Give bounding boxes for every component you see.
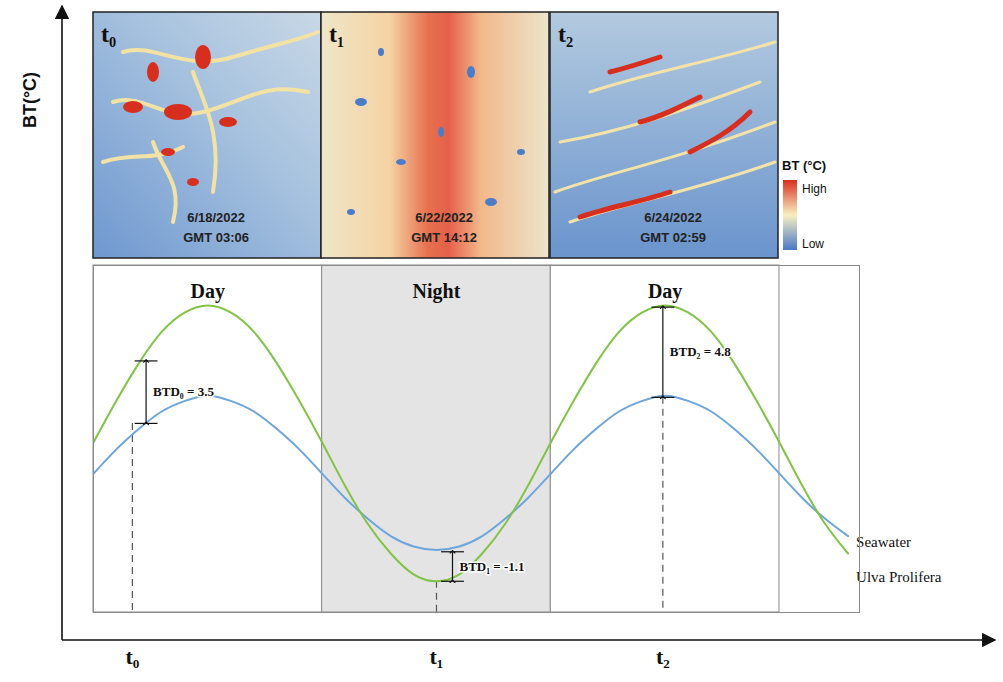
svg-text:Low: Low (802, 237, 824, 251)
svg-text:Seawater: Seawater (856, 534, 911, 550)
svg-text:t₂: t₂ (558, 21, 573, 47)
svg-text:BTD₂ = 4.8: BTD₂ = 4.8 (670, 344, 731, 359)
svg-text:t₀: t₀ (125, 644, 139, 669)
svg-text:BT (°C): BT (°C) (782, 158, 826, 173)
svg-text:GMT 02:59: GMT 02:59 (640, 230, 706, 245)
svg-text:6/22/2022: 6/22/2022 (415, 210, 473, 225)
svg-text:BTD₀ = 3.5: BTD₀ = 3.5 (153, 384, 214, 399)
svg-text:Night: Night (413, 280, 461, 303)
svg-text:t₀: t₀ (101, 21, 116, 47)
svg-text:Day: Day (191, 280, 225, 303)
svg-text:GMT 14:12: GMT 14:12 (411, 230, 477, 245)
svg-text:6/24/2022: 6/24/2022 (644, 210, 702, 225)
svg-text:BT(°C): BT(°C) (20, 72, 40, 128)
svg-text:BTD₁ = -1.1: BTD₁ = -1.1 (459, 559, 524, 574)
svg-text:t₁: t₁ (430, 644, 444, 669)
svg-text:6/18/2022: 6/18/2022 (187, 210, 245, 225)
svg-text:Ulva Prolifera: Ulva Prolifera (856, 569, 942, 585)
svg-text:Day: Day (648, 280, 682, 303)
svg-text:t₁: t₁ (329, 21, 344, 47)
svg-text:High: High (802, 182, 827, 196)
svg-text:GMT 03:06: GMT 03:06 (183, 230, 249, 245)
svg-text:t₂: t₂ (656, 644, 670, 669)
